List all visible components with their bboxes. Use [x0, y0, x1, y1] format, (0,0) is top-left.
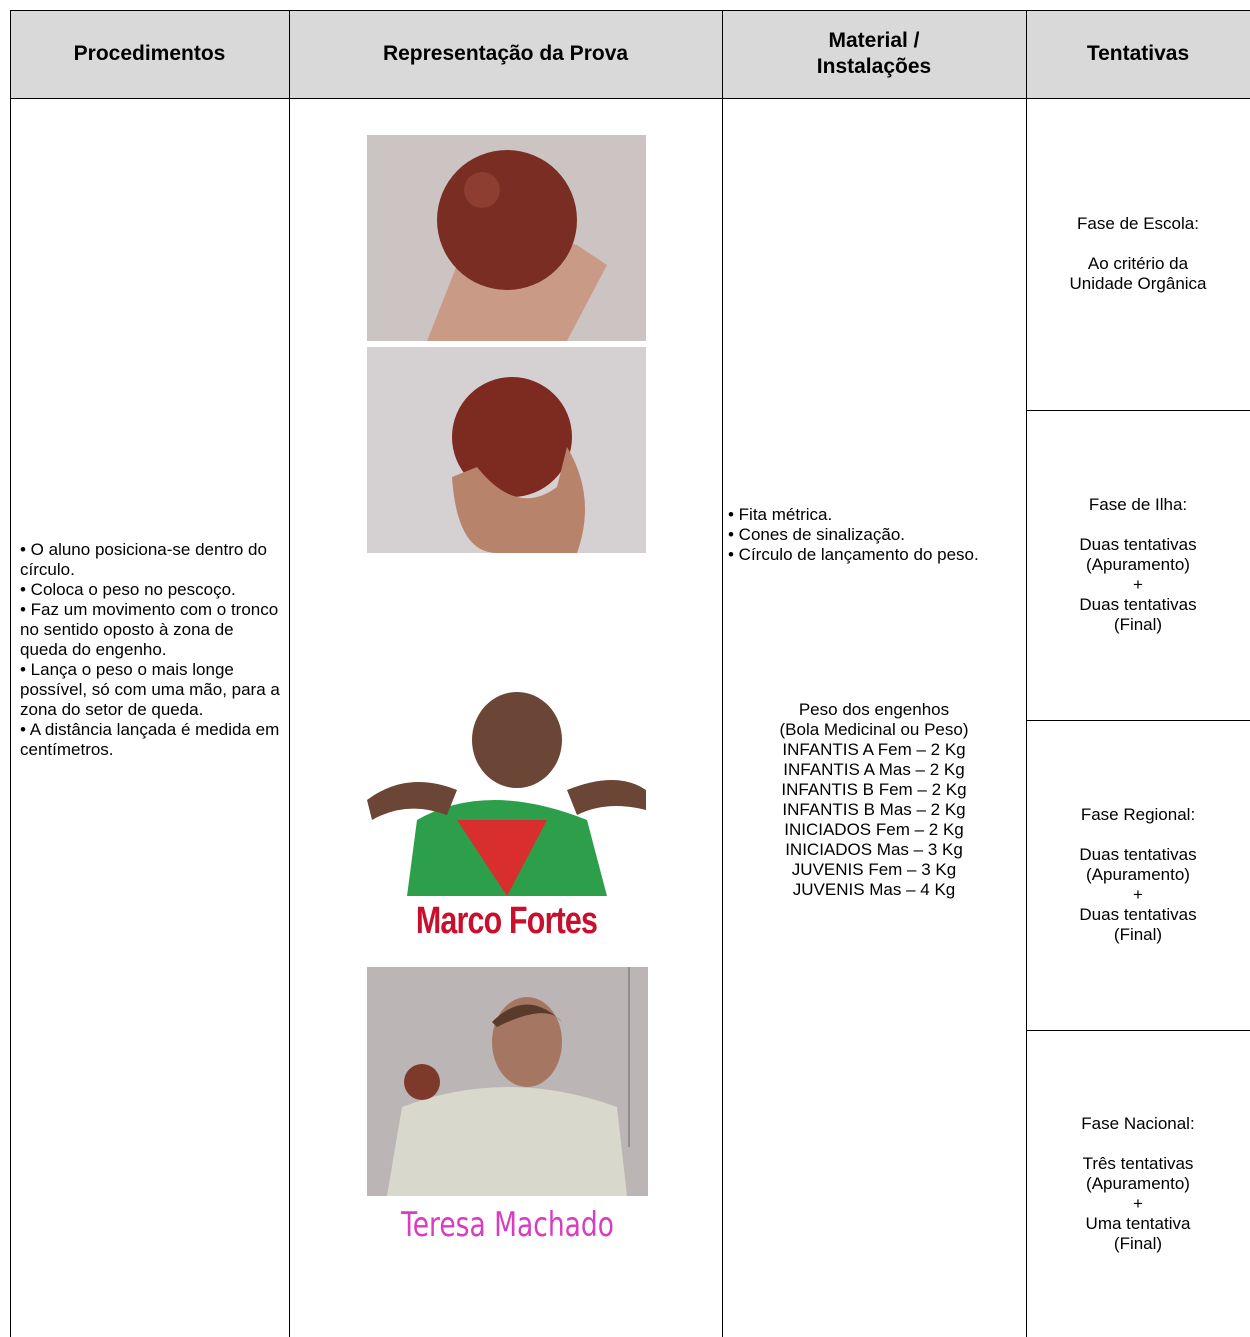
- attempt-line: (Final): [1113, 1233, 1163, 1253]
- weight-line: JUVENIS Mas – 4 Kg: [792, 880, 956, 899]
- attempt-line: (Final): [1113, 615, 1163, 634]
- attempt-line: Duas tentativas: [1079, 845, 1197, 864]
- procedure-item: • O aluno posiciona-se dentro do círculo…: [20, 540, 267, 579]
- header-cell: Material / Instalações: [722, 10, 1026, 98]
- border: [289, 10, 290, 1337]
- attempt-cell: Fase Nacional: Três tentativas (Apuramento…: [1026, 1030, 1250, 1337]
- attempt-cell: Fase Regional: Duas tentativas (Apuramento…: [1026, 720, 1250, 1030]
- material-item: • Cones de sinalização.: [728, 525, 905, 544]
- attempt-line: Uma tentativa: [1085, 1213, 1191, 1233]
- weight-line: INICIADOS Fem – 2 Kg: [784, 820, 964, 839]
- header-text: Procedimentos: [73, 42, 226, 65]
- phase-title: Fase Nacional:: [1081, 1113, 1195, 1133]
- border: [1026, 410, 1250, 411]
- attempt-line: +: [1133, 1193, 1143, 1213]
- header-text: Representação da Prova: [382, 42, 629, 65]
- material-list: • Fita métrica. • Cones de sinalização. • …: [728, 505, 1018, 565]
- attempt-line: Duas tentativas: [1079, 905, 1197, 924]
- attempt-line: Duas tentativas: [1079, 535, 1197, 554]
- weights-list: Peso dos engenhos (Bola Medicinal ou Peso…: [722, 700, 1026, 900]
- border: [10, 10, 1250, 11]
- procedures: • O aluno posiciona-se dentro do círculo…: [20, 540, 282, 760]
- photo: [367, 135, 646, 341]
- header-text: Material /: [828, 29, 920, 52]
- attempt-line: +: [1133, 575, 1143, 594]
- attempt-line: (Apuramento): [1086, 865, 1190, 884]
- weight-line: INICIADOS Mas – 3 Kg: [785, 840, 963, 859]
- attempt-line: (Final): [1113, 925, 1163, 944]
- weight-line: INFANTIS A Fem – 2 Kg: [782, 740, 966, 759]
- border: [1026, 10, 1027, 1337]
- weight-line: INFANTIS A Mas – 2 Kg: [783, 760, 965, 779]
- weight-line: JUVENIS Fem – 3 Kg: [791, 860, 957, 879]
- photo: [367, 967, 648, 1196]
- header-cell: Procedimentos: [10, 10, 289, 98]
- attempt-line: (Apuramento): [1086, 555, 1190, 574]
- phase-title: Fase Regional:: [1080, 805, 1196, 824]
- attempt-line: +: [1133, 885, 1143, 904]
- procedure-item: • Coloca o peso no pescoço.: [20, 580, 236, 599]
- attempt-cell: Fase de Escola: Ao critério da Unidade Org…: [1026, 98, 1250, 410]
- procedure-item: • A distância lançada é medida em centím…: [20, 720, 280, 759]
- attempt-line: Unidade Orgânica: [1069, 274, 1207, 293]
- weight-line: Peso dos engenhos: [798, 700, 950, 719]
- procedure-item: • Lança o peso o mais longe possível, só…: [20, 660, 280, 719]
- border: [1026, 720, 1250, 721]
- attempt-line: (Apuramento): [1086, 1173, 1190, 1193]
- photo: [367, 690, 646, 896]
- weight-line: INFANTIS B Fem – 2 Kg: [781, 780, 967, 799]
- phase-title: Fase de Ilha:: [1088, 495, 1188, 514]
- attempt-line: Duas tentativas: [1079, 595, 1197, 614]
- procedure-item: • Faz um movimento com o tronco no senti…: [20, 600, 279, 659]
- header-text: Tentativas: [1086, 42, 1190, 65]
- photo: [367, 347, 646, 553]
- header-background: [10, 10, 1250, 98]
- weight-line: (Bola Medicinal ou Peso): [779, 720, 969, 739]
- attempt-cell: Fase de Ilha: Duas tentativas (Apuramento)…: [1026, 410, 1250, 720]
- border: [1026, 1030, 1250, 1031]
- phase-title: Fase de Escola:: [1077, 214, 1199, 233]
- header-cell: Representação da Prova: [289, 10, 722, 98]
- caption: Marco Fortes: [415, 900, 598, 942]
- caption: Teresa Machado: [401, 1205, 614, 1245]
- weight-line: INFANTIS B Mas – 2 Kg: [782, 800, 966, 819]
- header-cell: Tentativas: [1026, 10, 1250, 98]
- material-item: • Círculo de lançamento do peso.: [728, 545, 979, 564]
- border: [10, 10, 11, 1337]
- header-text: Instalações: [816, 55, 932, 78]
- material-item: • Fita métrica.: [728, 505, 833, 524]
- attempt-line: Três tentativas: [1082, 1153, 1194, 1173]
- attempt-line: Ao critério da: [1087, 254, 1189, 273]
- border: [722, 10, 723, 1337]
- border: [10, 98, 1250, 99]
